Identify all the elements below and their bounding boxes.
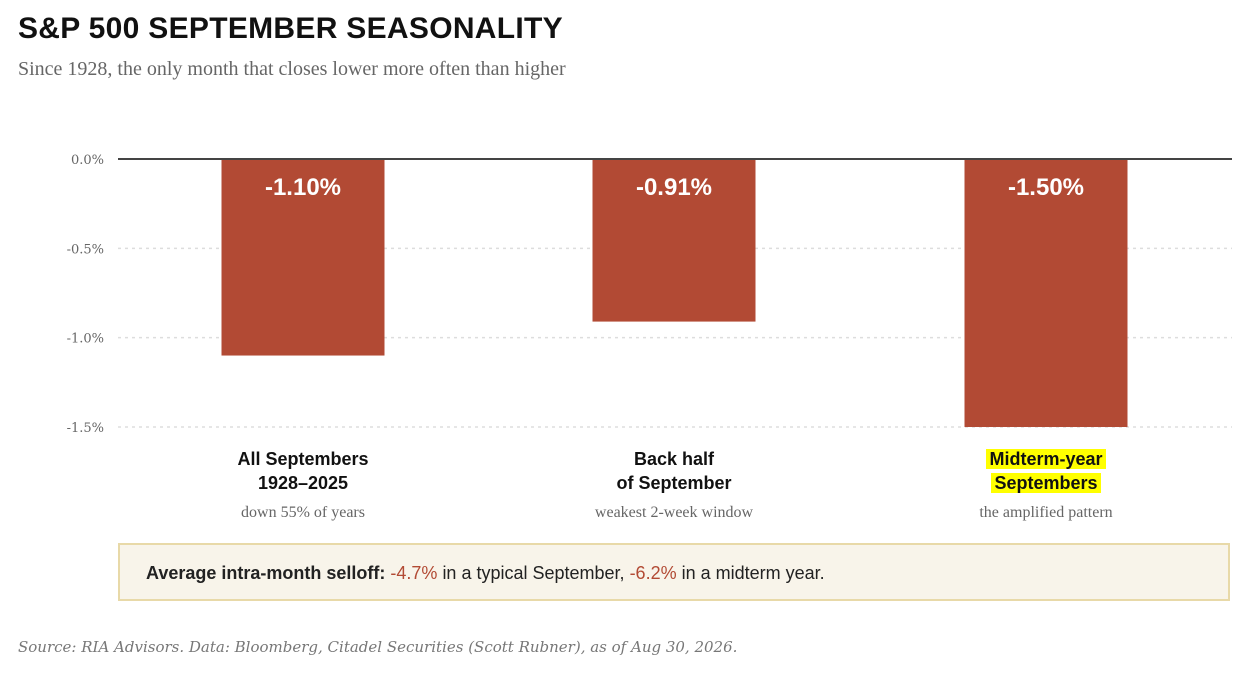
bar-chart: -1.10% -0.91% -1.50% 0.0% -0.5% -1.0% -1.5% (67, 153, 1232, 436)
chart-title: S&P 500 SEPTEMBER SEASONALITY (18, 12, 563, 45)
category-sublabel: down 55% of years (241, 504, 365, 521)
bar-value-label: -1.50% (1008, 174, 1084, 201)
category-label: All Septembers 1928–2025 (237, 449, 369, 493)
callout-label: Average intra-month selloff: (146, 563, 386, 583)
callout-text-midterm: in a midterm year. (681, 563, 825, 583)
y-tick-label: -0.5% (67, 242, 104, 257)
chart-subtitle: Since 1928, the only month that closes l… (18, 58, 566, 80)
category-sublabel: weakest 2-week window (594, 504, 754, 521)
selloff-callout: Average intra-month selloff: -4.7% in a … (118, 543, 1230, 601)
bar (221, 160, 385, 356)
category-label: Midterm-year Septembers (896, 447, 1196, 495)
callout-value-typical: -4.7% (390, 563, 438, 583)
y-axis: 0.0% -0.5% -1.0% -1.5% (67, 153, 1232, 436)
y-tick-label: -1.0% (67, 332, 104, 347)
category-sublabel: the amplified pattern (979, 504, 1113, 521)
bar (592, 160, 756, 322)
callout-text-typical: in a typical September, (442, 563, 625, 583)
source-note: Source: RIA Advisors. Data: Bloomberg, C… (18, 638, 738, 656)
bar-value-label: -1.10% (265, 174, 341, 201)
y-tick-label: 0.0% (71, 153, 104, 168)
callout-value-midterm: -6.2% (629, 563, 677, 583)
bar-value-label: -0.91% (636, 174, 712, 201)
bars: -1.10% -0.91% -1.50% (221, 160, 1128, 427)
category-label: Back half of September (616, 449, 732, 493)
bar (964, 160, 1128, 427)
y-tick-label: -1.5% (67, 421, 104, 436)
